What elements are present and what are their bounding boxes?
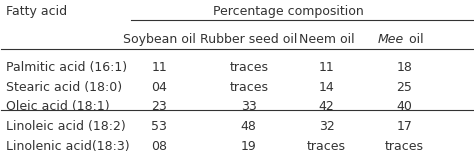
Text: 40: 40	[396, 100, 412, 113]
Text: 14: 14	[319, 81, 335, 94]
Text: traces: traces	[229, 61, 268, 74]
Text: 33: 33	[241, 100, 256, 113]
Text: Palmitic acid (16:1): Palmitic acid (16:1)	[6, 61, 127, 74]
Text: Soybean oil: Soybean oil	[123, 33, 196, 46]
Text: traces: traces	[385, 140, 424, 153]
Text: 32: 32	[319, 120, 335, 133]
Text: 19: 19	[241, 140, 256, 153]
Text: Oleic acid (18:1): Oleic acid (18:1)	[6, 100, 109, 113]
Text: 23: 23	[151, 100, 167, 113]
Text: 25: 25	[396, 81, 412, 94]
Text: Fatty acid: Fatty acid	[6, 5, 67, 17]
Text: Stearic acid (18:0): Stearic acid (18:0)	[6, 81, 122, 94]
Text: Rubber seed oil: Rubber seed oil	[200, 33, 298, 46]
Text: 42: 42	[319, 100, 335, 113]
Text: traces: traces	[229, 81, 268, 94]
Text: 48: 48	[241, 120, 257, 133]
Text: 53: 53	[151, 120, 167, 133]
Text: Linoleic acid (18:2): Linoleic acid (18:2)	[6, 120, 126, 133]
Text: Mee: Mee	[378, 33, 404, 46]
Text: 11: 11	[319, 61, 335, 74]
Text: Percentage composition: Percentage composition	[213, 5, 364, 17]
Text: Neem oil: Neem oil	[299, 33, 355, 46]
Text: 18: 18	[396, 61, 412, 74]
Text: 11: 11	[151, 61, 167, 74]
Text: 17: 17	[396, 120, 412, 133]
Text: 08: 08	[151, 140, 167, 153]
Text: 04: 04	[151, 81, 167, 94]
Text: traces: traces	[307, 140, 346, 153]
Text: oil: oil	[405, 33, 424, 46]
Text: Linolenic acid(18:3): Linolenic acid(18:3)	[6, 140, 130, 153]
